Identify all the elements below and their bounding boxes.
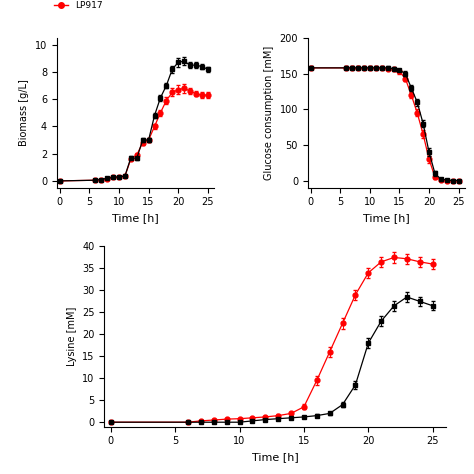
X-axis label: Time [h]: Time [h] bbox=[252, 452, 298, 462]
X-axis label: Time [h]: Time [h] bbox=[112, 213, 159, 223]
X-axis label: Time [h]: Time [h] bbox=[363, 213, 410, 223]
Y-axis label: Lysine [mM]: Lysine [mM] bbox=[66, 307, 76, 366]
Y-axis label: Biomass [g/L]: Biomass [g/L] bbox=[19, 79, 29, 146]
Legend: LC256, LP917: LC256, LP917 bbox=[54, 0, 104, 11]
Y-axis label: Glucose consumption [mM]: Glucose consumption [mM] bbox=[264, 46, 274, 180]
